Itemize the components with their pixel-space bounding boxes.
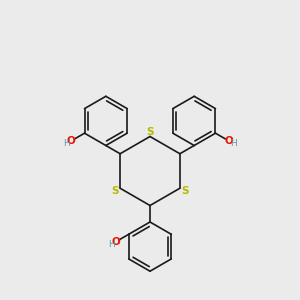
Text: O: O [111, 237, 120, 247]
Text: S: S [112, 186, 119, 196]
Text: H: H [64, 139, 70, 148]
Text: O: O [67, 136, 76, 146]
Text: O: O [224, 136, 233, 146]
Text: S: S [146, 127, 154, 137]
Text: H: H [230, 139, 236, 148]
Text: H: H [108, 240, 114, 249]
Text: S: S [181, 186, 188, 196]
